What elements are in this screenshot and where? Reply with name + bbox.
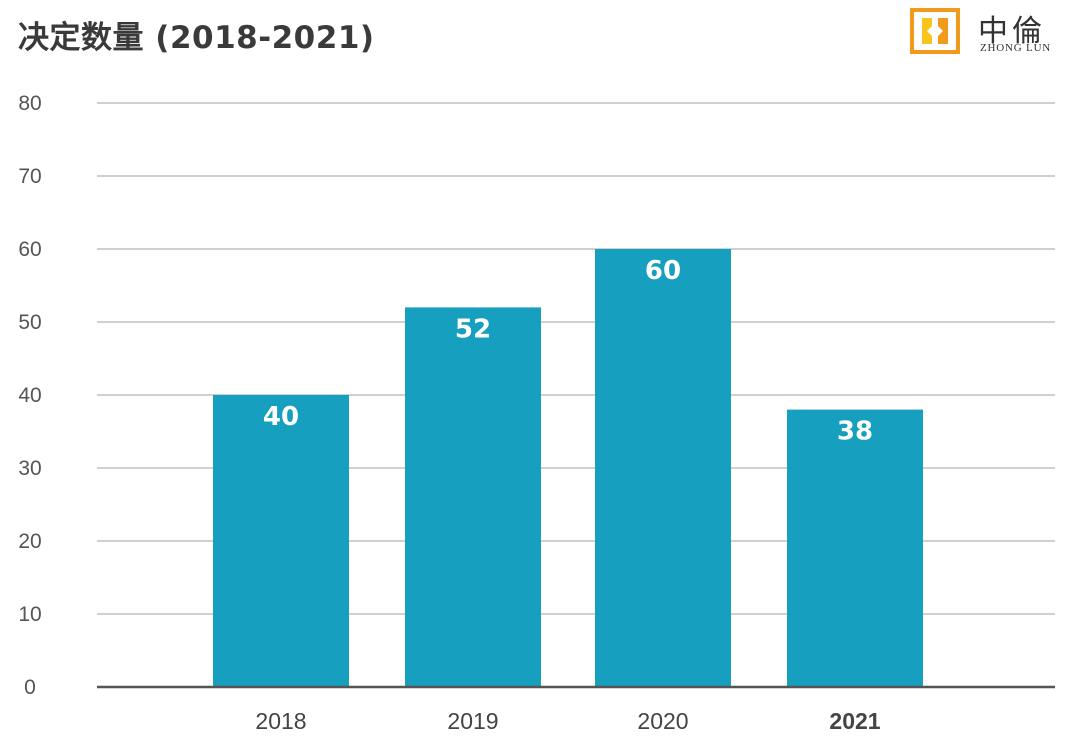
- y-tick-label: 20: [18, 530, 41, 553]
- chart-title: 决定数量 (2018-2021): [18, 20, 375, 56]
- x-tick-label-2021: 2021: [829, 708, 880, 734]
- x-tick-label-2020: 2020: [637, 708, 688, 734]
- bar-2018: [213, 395, 349, 687]
- y-tick-label: 70: [18, 165, 41, 188]
- zhonglun-logo: 中倫 ZHONG LUN: [910, 6, 1075, 56]
- x-tick-label-2018: 2018: [255, 708, 306, 734]
- y-tick-label: 0: [24, 676, 36, 699]
- logo-english-name: ZHONG LUN: [980, 42, 1052, 54]
- bar-2019: [405, 307, 541, 687]
- y-tick-label: 40: [18, 384, 41, 407]
- data-labels: 40 52 60 38: [263, 256, 873, 447]
- bar-2021: [787, 409, 923, 687]
- bars: [213, 249, 923, 687]
- y-tick-label: 10: [18, 603, 41, 626]
- y-tick-label: 50: [18, 311, 41, 334]
- zhonglun-logo-mark-icon: [910, 8, 960, 54]
- logo-chinese-name: 中倫: [978, 14, 1046, 49]
- bar-2020: [595, 249, 731, 687]
- data-label-2019: 52: [455, 314, 491, 344]
- data-label-2018: 40: [263, 402, 299, 432]
- y-axis-ticks: 0 10 20 30 40 50 60 70 80: [18, 92, 41, 699]
- data-label-2020: 60: [645, 256, 681, 286]
- data-label-2021: 38: [837, 417, 873, 447]
- x-axis-ticks: 2018 2019 2020 2021: [255, 708, 880, 734]
- y-tick-label: 80: [18, 92, 41, 115]
- y-tick-label: 60: [18, 238, 41, 261]
- x-tick-label-2019: 2019: [447, 708, 498, 734]
- y-tick-label: 30: [18, 457, 41, 480]
